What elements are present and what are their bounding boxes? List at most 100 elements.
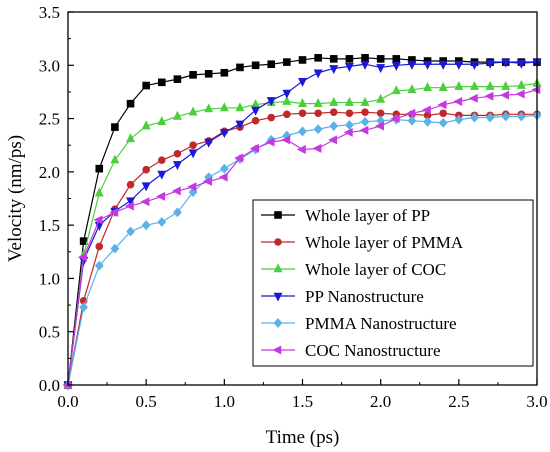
legend-label: Whole layer of PMMA <box>305 233 464 252</box>
data-point <box>515 89 525 99</box>
x-axis-title: Time (ps) <box>266 427 340 448</box>
data-point <box>501 58 511 68</box>
data-point <box>360 116 370 127</box>
y-tick-label: 3.5 <box>39 3 60 22</box>
data-point <box>94 187 104 197</box>
y-tick-label: 1.0 <box>39 269 60 288</box>
data-point <box>110 243 120 254</box>
series-layer <box>62 54 542 391</box>
data-point <box>469 60 479 70</box>
data-point <box>156 191 166 201</box>
y-tick-label: 0.5 <box>39 323 60 342</box>
y-tick-label: 3.0 <box>39 56 60 75</box>
data-point <box>314 54 322 62</box>
data-point <box>298 56 307 64</box>
data-point <box>344 120 354 130</box>
y-tick-label: 2.0 <box>39 163 60 182</box>
data-point <box>329 55 338 63</box>
data-point <box>392 55 401 63</box>
data-point <box>454 114 464 125</box>
data-point <box>501 80 511 90</box>
data-point <box>500 90 510 100</box>
legend-label: PP Nanostructure <box>305 287 424 306</box>
data-point <box>407 115 417 126</box>
data-point <box>141 220 151 231</box>
data-point <box>438 117 448 128</box>
y-tick-label: 1.5 <box>39 216 60 235</box>
data-point <box>296 144 306 154</box>
data-point <box>124 201 134 211</box>
data-point <box>157 170 167 180</box>
data-point <box>203 176 212 186</box>
data-point <box>345 109 354 118</box>
legend: Whole layer of PP Whole layer of PMMA Whol… <box>252 199 534 367</box>
data-point <box>110 154 120 164</box>
data-point <box>95 164 104 173</box>
data-point <box>423 60 433 70</box>
data-point <box>283 110 291 119</box>
data-point <box>204 103 214 113</box>
data-point <box>173 207 182 218</box>
data-point <box>343 127 353 137</box>
y-tick-label: 0.0 <box>39 376 60 395</box>
data-point <box>374 121 384 131</box>
legend-marker <box>273 263 283 273</box>
x-tick-label: 1.5 <box>292 392 313 411</box>
data-point <box>158 78 166 87</box>
y-tick-label: 2.5 <box>39 110 60 129</box>
data-point <box>126 226 135 237</box>
data-point <box>439 109 448 118</box>
data-point <box>468 93 478 103</box>
data-point <box>360 60 370 70</box>
data-point <box>219 163 229 174</box>
data-point <box>312 143 322 153</box>
data-point <box>454 60 464 70</box>
legend-marker <box>273 292 283 302</box>
data-point <box>236 63 244 72</box>
legend-marker <box>274 238 282 246</box>
data-point <box>361 108 369 116</box>
data-point <box>313 69 323 79</box>
data-point <box>314 109 322 118</box>
data-point <box>344 63 354 73</box>
legend-marker <box>273 318 283 328</box>
data-point <box>188 106 198 116</box>
data-point <box>298 97 307 107</box>
data-point <box>437 100 447 110</box>
data-point <box>484 91 494 101</box>
data-point <box>173 149 182 158</box>
data-point <box>485 80 495 90</box>
data-point <box>172 161 182 171</box>
data-point <box>516 59 526 69</box>
data-point <box>438 60 448 70</box>
data-point <box>470 112 479 123</box>
data-point <box>516 79 526 89</box>
data-point <box>79 302 89 313</box>
data-point <box>407 60 417 70</box>
x-tick-label: 2.0 <box>370 392 391 411</box>
legend-label: Whole layer of COC <box>305 260 446 279</box>
x-tick-label: 3.0 <box>526 392 547 411</box>
data-point <box>157 216 167 227</box>
data-point <box>453 97 463 107</box>
data-point <box>376 109 385 118</box>
series-group <box>62 85 541 390</box>
data-point <box>235 120 245 130</box>
data-point <box>266 97 276 107</box>
data-point <box>421 105 431 115</box>
data-point <box>298 126 307 137</box>
data-point <box>218 172 228 182</box>
legend-label: Whole layer of PP <box>305 206 430 225</box>
data-point <box>141 182 151 192</box>
data-point <box>313 97 323 107</box>
data-point <box>234 153 244 163</box>
data-point <box>94 260 104 271</box>
data-point <box>157 116 167 126</box>
data-point <box>516 111 526 122</box>
data-point <box>204 70 213 78</box>
data-point <box>281 135 291 145</box>
data-point <box>469 80 479 90</box>
data-point <box>93 215 103 225</box>
data-point <box>406 108 416 118</box>
